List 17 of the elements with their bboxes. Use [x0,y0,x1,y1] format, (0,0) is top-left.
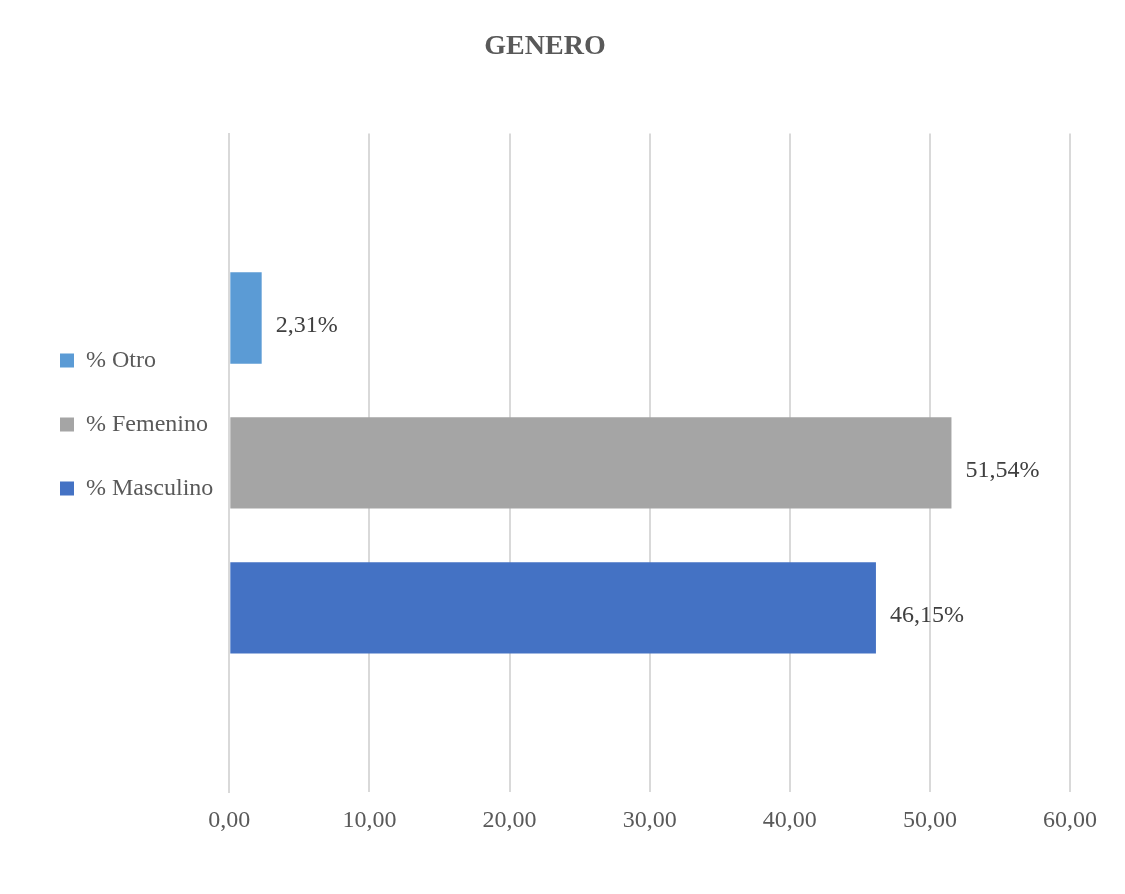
bar [230,417,952,509]
legend-label: % Femenino [86,409,208,436]
chart-title: GENERO [484,29,606,61]
x-tick-label: 10,00 [342,805,397,832]
data-label: 46,15% [889,601,964,628]
x-tick-label: 30,00 [622,805,677,832]
data-label: 51,54% [965,456,1040,483]
x-tick-label: 0,00 [208,805,251,832]
x-tick-label: 20,00 [482,805,537,832]
data-label: 2,31% [275,311,338,338]
bar [230,562,876,654]
bar [230,272,262,364]
x-tick-label: 60,00 [1043,805,1097,832]
legend-label: % Otro [86,345,156,372]
legend-label: % Masculino [86,473,214,500]
x-tick-label: 40,00 [762,805,817,832]
x-tick-label: 50,00 [902,805,957,832]
